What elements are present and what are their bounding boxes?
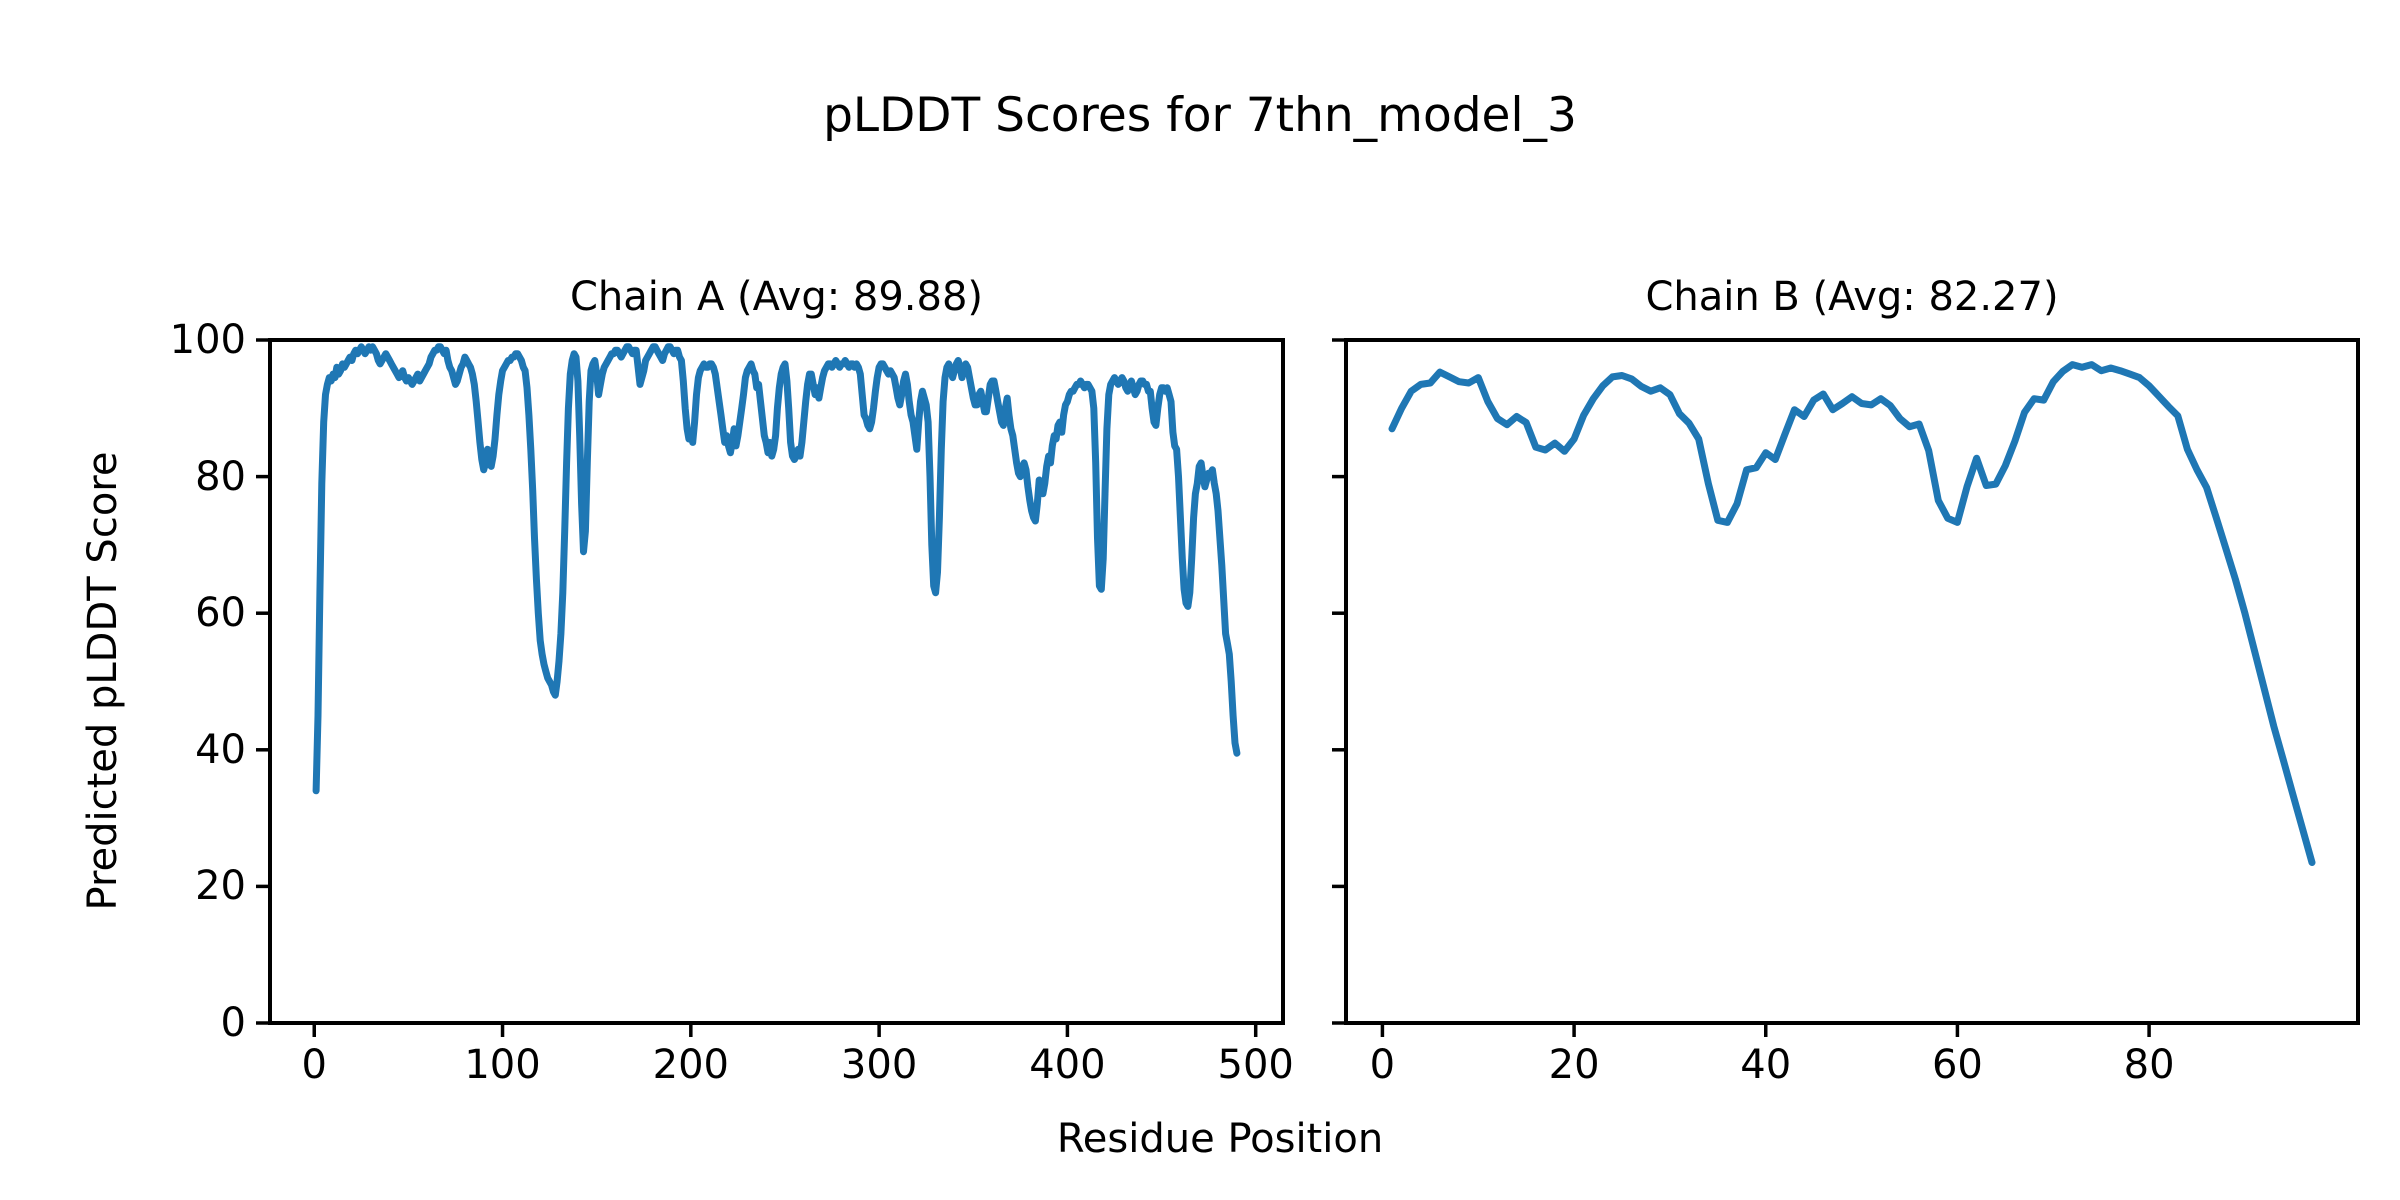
plot-a-x-tick-label: 500 (1217, 1042, 1294, 1088)
plot-a-x-tick-label: 400 (1029, 1042, 1106, 1088)
plot-a-y-tick-label: 0 (220, 1000, 246, 1046)
plot-a-axes-box (268, 338, 1285, 1025)
subplot-b-title: Chain B (Avg: 82.27) (1645, 274, 2059, 320)
plot-a-y-tick-label: 20 (195, 863, 246, 910)
plot-a-y-tick-label: 100 (169, 317, 246, 363)
plot-b-x-tick-label: 0 (1369, 1042, 1396, 1088)
plot-a-y-tick-label: 80 (195, 453, 246, 500)
plot-b-x-tick-label: 60 (1931, 1042, 1983, 1088)
plot-a-y-tick-label: 40 (195, 726, 246, 773)
plot-a-x-tick-label: 200 (652, 1042, 729, 1088)
figure-title: pLDDT Scores for 7thn_model_3 (823, 88, 1577, 143)
subplot-a-title: Chain A (Avg: 89.88) (569, 274, 984, 320)
plot-b-x-tick-label: 80 (2123, 1042, 2175, 1088)
chain-b-plddt-line (1388, 361, 2316, 866)
plot-a-x-tick-label: 100 (464, 1042, 541, 1088)
x-axis-label: Residue Position (1056, 1116, 1384, 1162)
plot-a-x-tick-label: 300 (840, 1042, 918, 1088)
plot-a-y-tick-label: 60 (195, 590, 246, 637)
plot-b-axes-box (1344, 338, 2360, 1025)
chain-a-plddt-line (312, 343, 1241, 795)
plot-b-x-tick-label: 20 (1548, 1042, 1600, 1088)
plot-a-x-tick-label: 0 (301, 1042, 327, 1088)
plot-b-x-tick-label: 40 (1740, 1042, 1792, 1088)
